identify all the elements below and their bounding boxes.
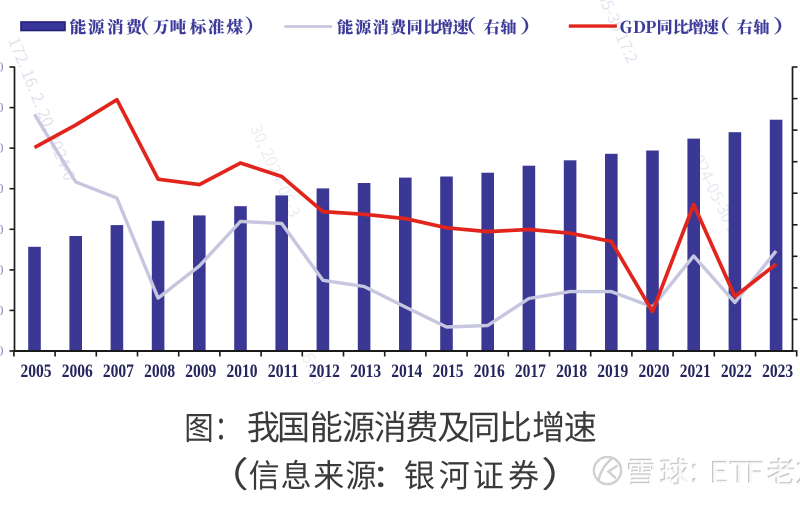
svg-text:2015: 2015: [433, 362, 464, 382]
svg-text:2017: 2017: [515, 362, 546, 382]
svg-text:2016: 2016: [474, 362, 505, 382]
svg-text:0: 0: [0, 141, 4, 156]
svg-text:2023: 2023: [762, 362, 793, 382]
svg-text:0: 0: [0, 262, 4, 277]
svg-text:2009: 2009: [185, 362, 216, 382]
svg-text:0: 0: [0, 100, 4, 115]
svg-text:2008: 2008: [144, 362, 175, 382]
svg-text:2013: 2013: [350, 362, 381, 382]
svg-text:2014: 2014: [391, 362, 422, 382]
svg-text:0: 0: [0, 344, 4, 359]
svg-text:2005: 2005: [21, 362, 52, 382]
svg-text:0: 0: [0, 303, 4, 318]
svg-text:2019: 2019: [597, 362, 628, 382]
svg-text:0: 0: [0, 181, 4, 196]
svg-text:2010: 2010: [227, 362, 258, 382]
svg-text:2018: 2018: [556, 362, 587, 382]
svg-text:2022: 2022: [721, 362, 752, 382]
svg-text:2011: 2011: [268, 362, 299, 382]
svg-text:2006: 2006: [62, 362, 93, 382]
svg-text:2021: 2021: [680, 362, 711, 382]
svg-text:2020: 2020: [639, 362, 670, 382]
svg-text:0: 0: [0, 222, 4, 237]
svg-text:0: 0: [0, 60, 4, 75]
svg-text:2012: 2012: [309, 362, 340, 382]
svg-text:2007: 2007: [103, 362, 134, 382]
